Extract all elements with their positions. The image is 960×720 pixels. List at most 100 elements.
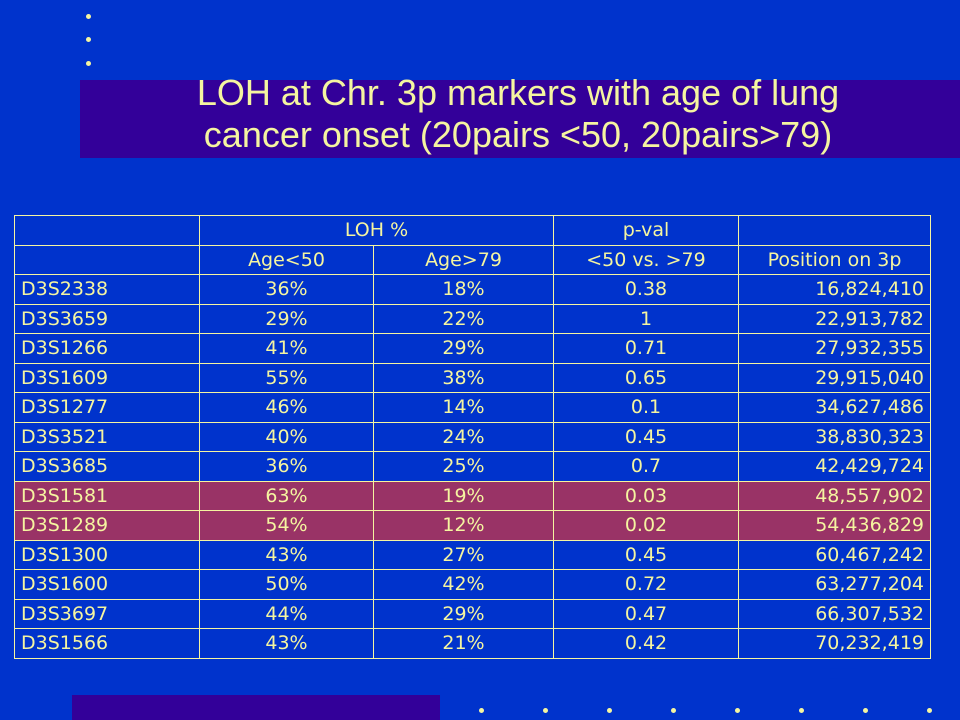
table-row: D3S1300 43% 27% 0.45 60,467,242: [14, 539, 931, 570]
header-cell: [14, 215, 200, 246]
cell-pval: 0.42: [553, 628, 739, 659]
header-cell: [14, 244, 200, 275]
table-row: D3S1566 43% 21% 0.42 70,232,419: [14, 628, 931, 659]
cell-marker: D3S3659: [14, 303, 200, 334]
table-row: D3S2338 36% 18% 0.38 16,824,410: [14, 274, 931, 305]
table-row: D3S1277 46% 14% 0.1 34,627,486: [14, 392, 931, 423]
bullet-dot: [863, 708, 868, 713]
cell-marker: D3S1566: [14, 628, 200, 659]
title-bar: [80, 80, 960, 158]
bullet-dot: [607, 708, 612, 713]
cell-age-lt50: 43%: [199, 539, 374, 570]
header-position: Position on 3p: [738, 244, 931, 275]
cell-pval: 0.45: [553, 421, 739, 452]
header-pval: p-val: [553, 215, 739, 246]
cell-position: 63,277,204: [738, 569, 931, 600]
cell-age-gt79: 12%: [373, 510, 554, 541]
cell-pval: 0.38: [553, 274, 739, 305]
cell-position: 66,307,532: [738, 598, 931, 629]
cell-age-gt79: 19%: [373, 480, 554, 511]
cell-age-gt79: 38%: [373, 362, 554, 393]
loh-table: LOH % p-val Age<50 Age>79 <50 vs. >79 Po…: [14, 215, 931, 659]
header-age-lt50: Age<50: [199, 244, 374, 275]
cell-marker: D3S1277: [14, 392, 200, 423]
cell-pval: 0.65: [553, 362, 739, 393]
cell-position: 42,429,724: [738, 451, 931, 482]
cell-age-lt50: 36%: [199, 451, 374, 482]
table-row: D3S3521 40% 24% 0.45 38,830,323: [14, 421, 931, 452]
cell-age-gt79: 18%: [373, 274, 554, 305]
cell-marker: D3S3685: [14, 451, 200, 482]
cell-age-lt50: 43%: [199, 628, 374, 659]
cell-age-lt50: 40%: [199, 421, 374, 452]
cell-age-lt50: 50%: [199, 569, 374, 600]
title-line-2: cancer onset (20pairs <50, 20pairs>79): [203, 114, 833, 155]
cell-age-lt50: 54%: [199, 510, 374, 541]
cell-marker: D3S1581: [14, 480, 200, 511]
cell-pval: 0.45: [553, 539, 739, 570]
bottom-bar: [72, 695, 440, 720]
cell-age-lt50: 63%: [199, 480, 374, 511]
cell-position: 60,467,242: [738, 539, 931, 570]
cell-marker: D3S3521: [14, 421, 200, 452]
table-row: D3S1600 50% 42% 0.72 63,277,204: [14, 569, 931, 600]
cell-age-gt79: 22%: [373, 303, 554, 334]
table-row: D3S1581 63% 19% 0.03 48,557,902: [14, 480, 931, 511]
cell-marker: D3S2338: [14, 274, 200, 305]
bullet-dot: [86, 61, 91, 66]
cell-marker: D3S1609: [14, 362, 200, 393]
cell-age-gt79: 14%: [373, 392, 554, 423]
header-comparison: <50 vs. >79: [553, 244, 739, 275]
bullet-dot: [671, 708, 676, 713]
cell-pval: 0.71: [553, 333, 739, 364]
cell-age-gt79: 24%: [373, 421, 554, 452]
header-cell: [738, 215, 931, 246]
slide-title: LOH at Chr. 3p markers with age of lung …: [88, 72, 948, 156]
cell-age-gt79: 29%: [373, 598, 554, 629]
cell-position: 54,436,829: [738, 510, 931, 541]
cell-position: 38,830,323: [738, 421, 931, 452]
cell-position: 16,824,410: [738, 274, 931, 305]
cell-position: 48,557,902: [738, 480, 931, 511]
cell-marker: D3S1600: [14, 569, 200, 600]
cell-pval: 0.7: [553, 451, 739, 482]
cell-age-gt79: 29%: [373, 333, 554, 364]
cell-position: 34,627,486: [738, 392, 931, 423]
table-row: D3S1266 41% 29% 0.71 27,932,355: [14, 333, 931, 364]
cell-position: 22,913,782: [738, 303, 931, 334]
cell-age-lt50: 46%: [199, 392, 374, 423]
cell-age-lt50: 29%: [199, 303, 374, 334]
cell-position: 70,232,419: [738, 628, 931, 659]
cell-pval: 0.72: [553, 569, 739, 600]
bullet-dot: [86, 14, 91, 19]
bullet-dot: [735, 708, 740, 713]
cell-pval: 0.47: [553, 598, 739, 629]
bullet-dot: [479, 708, 484, 713]
cell-age-gt79: 21%: [373, 628, 554, 659]
cell-position: 29,915,040: [738, 362, 931, 393]
cell-age-lt50: 55%: [199, 362, 374, 393]
cell-age-lt50: 44%: [199, 598, 374, 629]
cell-age-lt50: 36%: [199, 274, 374, 305]
table-row: D3S3659 29% 22% 1 22,913,782: [14, 303, 931, 334]
cell-marker: D3S3697: [14, 598, 200, 629]
table-row: D3S1609 55% 38% 0.65 29,915,040: [14, 362, 931, 393]
table-row: D3S3685 36% 25% 0.7 42,429,724: [14, 451, 931, 482]
cell-position: 27,932,355: [738, 333, 931, 364]
cell-age-gt79: 25%: [373, 451, 554, 482]
title-line-1: LOH at Chr. 3p markers with age of lung: [196, 72, 840, 113]
header-row-1: LOH % p-val: [14, 215, 931, 246]
cell-marker: D3S1289: [14, 510, 200, 541]
bullet-dot: [799, 708, 804, 713]
cell-marker: D3S1266: [14, 333, 200, 364]
header-row-2: Age<50 Age>79 <50 vs. >79 Position on 3p: [14, 244, 931, 275]
table-row: D3S1289 54% 12% 0.02 54,436,829: [14, 510, 931, 541]
header-loh-percent: LOH %: [199, 215, 554, 246]
cell-age-lt50: 41%: [199, 333, 374, 364]
bullet-dot: [543, 708, 548, 713]
cell-pval: 0.02: [553, 510, 739, 541]
header-age-gt79: Age>79: [373, 244, 554, 275]
cell-pval: 0.1: [553, 392, 739, 423]
cell-marker: D3S1300: [14, 539, 200, 570]
table-row: D3S3697 44% 29% 0.47 66,307,532: [14, 598, 931, 629]
